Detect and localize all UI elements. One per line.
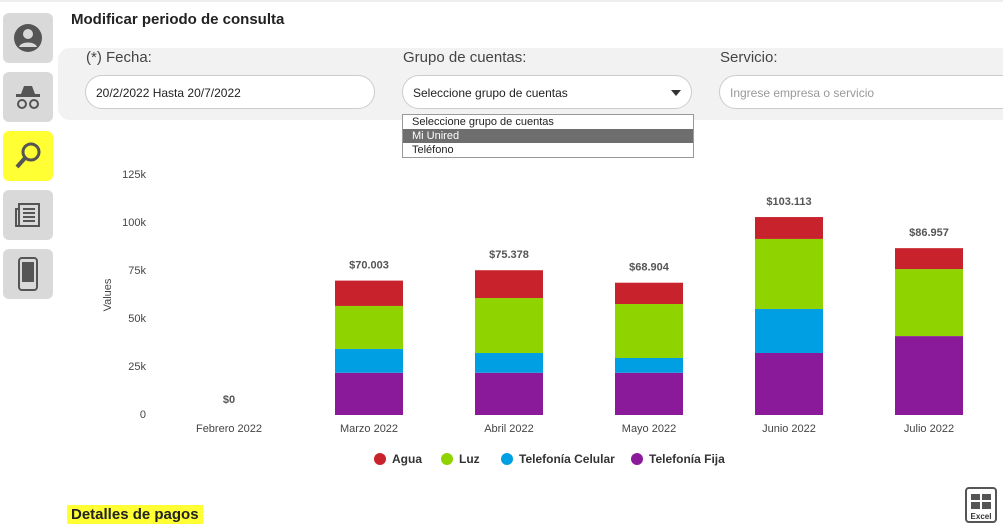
- bar-segment: [475, 352, 543, 373]
- y-tick-label: 0: [140, 409, 146, 421]
- y-tick-label: 50k: [128, 313, 146, 325]
- y-tick-label: 125k: [122, 169, 146, 181]
- x-tick-label: Mayo 2022: [622, 423, 676, 435]
- search-icon[interactable]: [3, 131, 53, 181]
- top-border: [0, 0, 1003, 2]
- bar-segment: [615, 282, 683, 305]
- total-label: $75.378: [489, 249, 529, 261]
- bar-segment: [615, 357, 683, 373]
- fecha-label: (*) Fecha:: [86, 49, 152, 66]
- page-title: Modificar periodo de consulta: [71, 11, 285, 28]
- bar-segment: [755, 217, 823, 239]
- x-tick-label: Abril 2022: [484, 423, 534, 435]
- dropdown-list: Seleccione grupo de cuentas Mi Unired Te…: [402, 114, 694, 158]
- fecha-input[interactable]: 20/2/2022 Hasta 20/7/2022: [85, 75, 375, 109]
- bar-segment: [475, 372, 543, 415]
- excel-grid: [971, 494, 991, 509]
- servicio-label: Servicio:: [720, 49, 778, 66]
- y-tick-label: 75k: [128, 265, 146, 277]
- x-tick-label: Julio 2022: [904, 423, 954, 435]
- y-tick-label: 25k: [128, 361, 146, 373]
- dropdown-arrow: [671, 90, 681, 96]
- legend-label: Luz: [459, 452, 480, 466]
- bar-segment: [615, 372, 683, 415]
- profile-icon[interactable]: [3, 13, 53, 63]
- bar-segment: [755, 352, 823, 415]
- legend-label: Telefonía Fija: [649, 452, 725, 466]
- excel-label: Excel: [970, 512, 992, 521]
- legend-swatch: [631, 453, 643, 465]
- total-label: $68.904: [629, 262, 670, 274]
- y-axis-label: Values: [102, 278, 114, 311]
- incognito-icon[interactable]: [3, 72, 53, 122]
- news-icon[interactable]: [3, 190, 53, 240]
- legend-label: Telefonía Celular: [519, 452, 615, 466]
- total-label: $0: [223, 394, 235, 406]
- x-tick-label: Marzo 2022: [340, 423, 398, 435]
- legend-swatch: [441, 453, 453, 465]
- legend-label: Agua: [392, 452, 422, 466]
- servicio-input[interactable]: Ingrese empresa o servicio: [719, 75, 1003, 109]
- excel-button[interactable]: Excel: [965, 487, 997, 523]
- bar-segment: [335, 280, 403, 306]
- section-title: Detalles de pagos: [67, 505, 203, 524]
- x-tick-label: Junio 2022: [762, 423, 816, 435]
- grupo-label: Grupo de cuentas:: [403, 49, 527, 66]
- grupo-select[interactable]: Seleccione grupo de cuentas: [402, 75, 692, 109]
- bar-segment: [335, 372, 403, 415]
- y-tick-label: 100k: [122, 217, 146, 229]
- bar-segment: [895, 248, 963, 270]
- bar-segment: [895, 336, 963, 415]
- x-tick-label: Febrero 2022: [196, 423, 262, 435]
- bar-segment: [755, 238, 823, 310]
- phone-icon[interactable]: [3, 249, 53, 299]
- bar-segment: [335, 348, 403, 373]
- legend-swatch: [501, 453, 513, 465]
- bar-segment: [755, 309, 823, 353]
- legend-swatch: [374, 453, 386, 465]
- dropdown-option[interactable]: Mi Unired: [403, 129, 693, 143]
- dropdown-option[interactable]: Seleccione grupo de cuentas: [412, 116, 554, 128]
- total-label: $103.113: [766, 196, 811, 208]
- dropdown-option[interactable]: Teléfono: [412, 144, 454, 156]
- total-label: $70.003: [349, 260, 389, 272]
- bar-segment: [475, 298, 543, 353]
- bar-segment: [335, 305, 403, 349]
- bar-segment: [475, 270, 543, 299]
- bar-segment: [895, 269, 963, 337]
- grupo-value: Seleccione grupo de cuentas: [413, 86, 568, 100]
- bar-segment: [615, 304, 683, 358]
- total-label: $86.957: [909, 227, 949, 239]
